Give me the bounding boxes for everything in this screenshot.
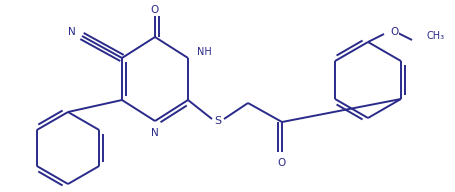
Text: O: O	[151, 5, 159, 15]
Text: S: S	[214, 116, 221, 126]
Text: N: N	[151, 128, 158, 138]
Text: N: N	[68, 27, 76, 37]
Text: NH: NH	[197, 47, 211, 57]
Text: CH₃: CH₃	[426, 31, 444, 41]
Text: O: O	[277, 158, 285, 168]
Text: O: O	[389, 27, 397, 37]
